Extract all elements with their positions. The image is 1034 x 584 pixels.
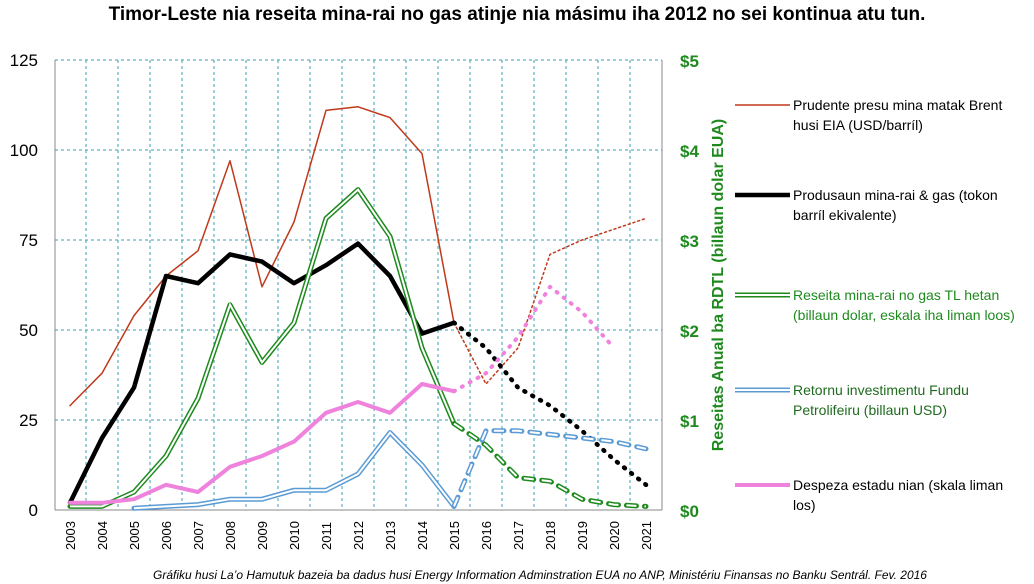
series-line-inner xyxy=(453,429,647,507)
footnote: Gráfiku husi La’o Hamutuk bazeia ba dadu… xyxy=(153,568,927,582)
x-tick-label: 2006 xyxy=(159,521,174,550)
y2-tick-label: $3 xyxy=(680,232,699,251)
y2-tick-label: $4 xyxy=(680,142,699,161)
y-tick-label: 100 xyxy=(10,141,38,160)
x-tick-label: 2009 xyxy=(255,521,270,550)
legend-label: Reseita mina-rai no gas TL hetan (billau… xyxy=(793,287,1015,323)
series-line xyxy=(69,106,455,407)
y-tick-label: 50 xyxy=(19,321,38,340)
x-tick-label: 2004 xyxy=(95,521,110,550)
series-line xyxy=(451,428,649,509)
series-line xyxy=(68,382,456,505)
series-line-inner xyxy=(133,431,455,510)
y-tick-label: 0 xyxy=(29,501,38,520)
x-tick-label: 2019 xyxy=(575,521,590,550)
x-tick-label: 2015 xyxy=(447,521,462,550)
chart-title: Timor-Leste nia reseita mina-rai no gas … xyxy=(109,4,926,25)
y2-axis-label: Reseitas Anual ba RDTL (billaun dolar EU… xyxy=(710,119,727,452)
y-tick-label: 125 xyxy=(10,51,38,70)
legend-label: Prudente presu mina matak Brent husi EIA… xyxy=(793,97,1003,133)
series-line xyxy=(67,241,457,506)
x-tick-label: 2012 xyxy=(351,521,366,550)
legend-label: Retornu investimentu Fundu Petrolifeiru … xyxy=(793,382,969,418)
series-line xyxy=(453,217,647,385)
x-tick-label: 2017 xyxy=(511,521,526,550)
x-tick-label: 2011 xyxy=(319,522,334,550)
legend-label: Despeza estadu nian (skala liman los) xyxy=(793,477,1004,513)
y2-tick-label: $0 xyxy=(680,502,699,521)
y-tick-label: 75 xyxy=(19,231,38,250)
x-tick-label: 2005 xyxy=(127,521,142,550)
x-tick-label: 2018 xyxy=(543,521,558,550)
y2-tick-label: $1 xyxy=(680,412,699,431)
x-tick-label: 2010 xyxy=(287,521,302,550)
series-line xyxy=(451,320,649,488)
x-tick-label: 2003 xyxy=(63,521,78,550)
legend-label: Produsaun mina-rai & gas (tokon barríl e… xyxy=(793,187,998,223)
x-tick-label: 2014 xyxy=(415,521,430,550)
x-tick-label: 2020 xyxy=(607,521,622,550)
y2-tick-label: $5 xyxy=(680,52,699,71)
y-tick-label: 25 xyxy=(19,411,38,430)
series-line-inner xyxy=(453,422,647,508)
x-tick-label: 2016 xyxy=(479,521,494,550)
x-tick-label: 2008 xyxy=(223,521,238,550)
x-tick-label: 2021 xyxy=(639,521,654,550)
y2-tick-label: $2 xyxy=(680,322,699,341)
series-line xyxy=(67,187,457,509)
x-tick-label: 2007 xyxy=(191,521,206,550)
x-tick-label: 2013 xyxy=(383,521,398,550)
series-line-inner xyxy=(70,188,455,508)
